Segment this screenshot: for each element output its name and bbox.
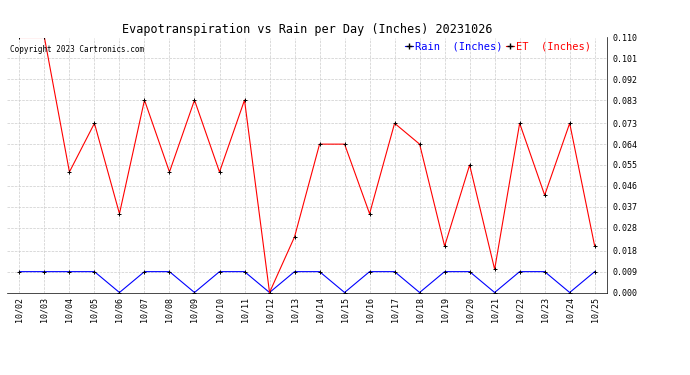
- Legend: Rain  (Inches), ET  (Inches): Rain (Inches), ET (Inches): [400, 38, 595, 56]
- Text: Copyright 2023 Cartronics.com: Copyright 2023 Cartronics.com: [10, 45, 144, 54]
- Title: Evapotranspiration vs Rain per Day (Inches) 20231026: Evapotranspiration vs Rain per Day (Inch…: [122, 23, 492, 36]
